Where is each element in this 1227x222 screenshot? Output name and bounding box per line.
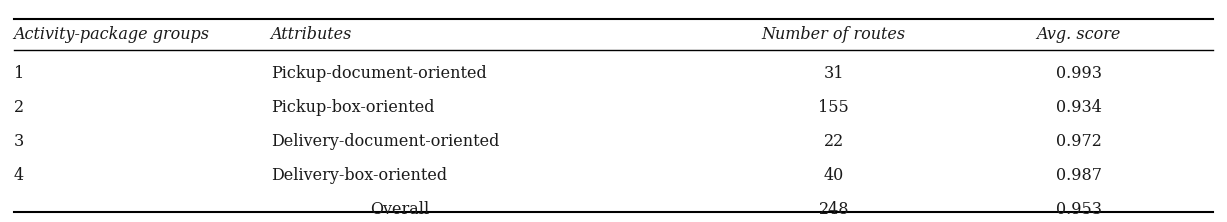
Text: 2: 2 xyxy=(13,99,23,116)
Text: Pickup-box-oriented: Pickup-box-oriented xyxy=(271,99,434,116)
Text: 0.987: 0.987 xyxy=(1055,167,1102,184)
Text: 3: 3 xyxy=(13,133,23,150)
Text: Avg. score: Avg. score xyxy=(1037,26,1121,43)
Text: Activity-package groups: Activity-package groups xyxy=(13,26,210,43)
Text: Overall: Overall xyxy=(369,201,429,218)
Text: Number of routes: Number of routes xyxy=(762,26,906,43)
Text: 22: 22 xyxy=(823,133,844,150)
Text: 0.953: 0.953 xyxy=(1055,201,1102,218)
Text: 40: 40 xyxy=(823,167,844,184)
Text: 31: 31 xyxy=(823,65,844,82)
Text: 155: 155 xyxy=(818,99,849,116)
Text: 0.972: 0.972 xyxy=(1055,133,1102,150)
Text: 1: 1 xyxy=(13,65,23,82)
Text: 4: 4 xyxy=(13,167,23,184)
Text: Delivery-document-oriented: Delivery-document-oriented xyxy=(271,133,499,150)
Text: 0.993: 0.993 xyxy=(1055,65,1102,82)
Text: Attributes: Attributes xyxy=(271,26,352,43)
Text: Delivery-box-oriented: Delivery-box-oriented xyxy=(271,167,447,184)
Text: Pickup-document-oriented: Pickup-document-oriented xyxy=(271,65,486,82)
Text: 0.934: 0.934 xyxy=(1055,99,1102,116)
Text: 248: 248 xyxy=(818,201,849,218)
